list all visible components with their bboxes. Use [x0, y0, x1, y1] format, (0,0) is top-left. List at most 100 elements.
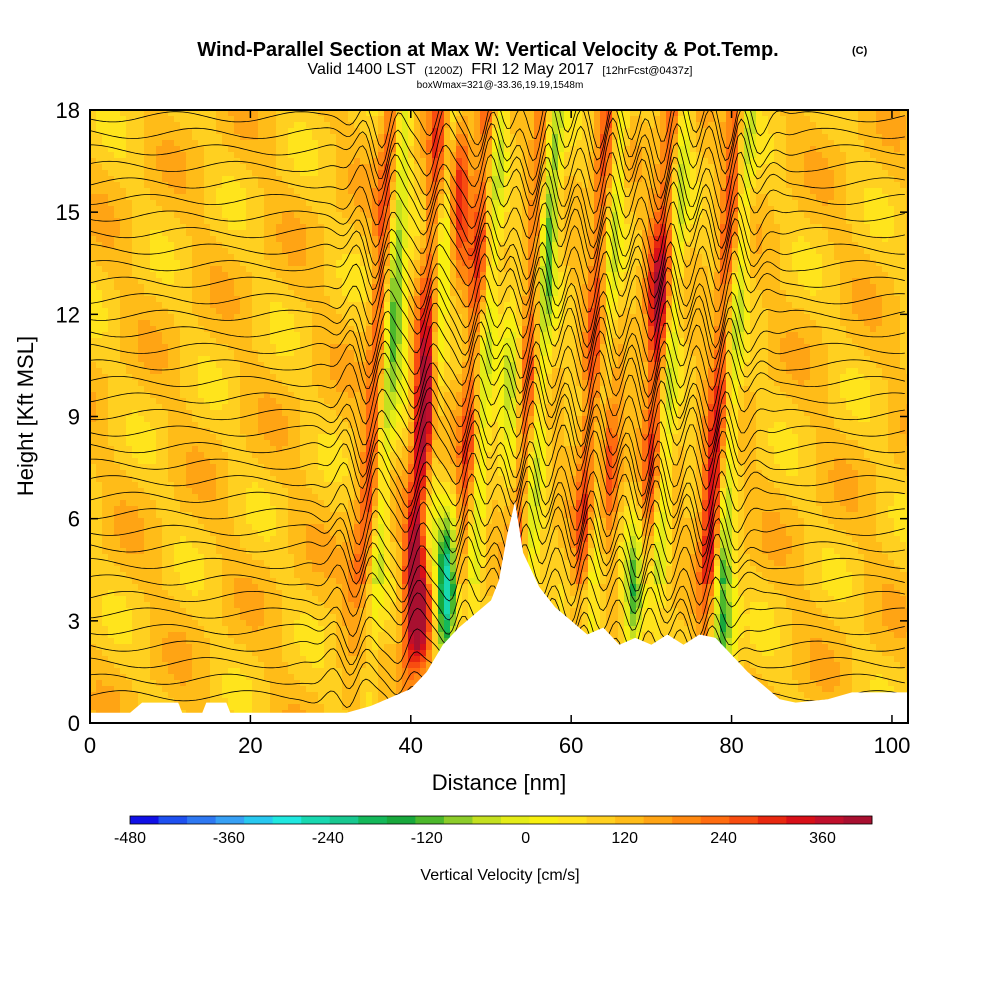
velocity-cell [252, 614, 259, 621]
velocity-cell [210, 326, 217, 333]
velocity-cell [270, 512, 277, 519]
velocity-cell [252, 638, 259, 645]
velocity-cell [156, 296, 163, 303]
velocity-cell [246, 410, 253, 417]
velocity-cell [180, 458, 187, 465]
velocity-cell [174, 320, 181, 327]
velocity-cell [354, 500, 361, 507]
velocity-cell [288, 116, 295, 123]
velocity-cell [324, 332, 331, 339]
velocity-cell [180, 236, 187, 243]
velocity-cell [192, 590, 199, 597]
velocity-cell [288, 350, 295, 357]
velocity-cell [252, 572, 259, 579]
velocity-cell [378, 290, 385, 297]
velocity-cell [336, 266, 343, 273]
velocity-cell [270, 218, 277, 225]
velocity-cell [288, 320, 295, 327]
velocity-cell [162, 302, 169, 309]
velocity-cell [312, 638, 319, 645]
velocity-cell [246, 290, 253, 297]
velocity-cell [90, 290, 97, 297]
velocity-cell [306, 620, 313, 627]
velocity-cell [336, 482, 343, 489]
velocity-cell [324, 608, 331, 615]
velocity-cell [258, 518, 265, 525]
velocity-cell [318, 332, 325, 339]
velocity-cell [180, 224, 187, 231]
velocity-cell [144, 638, 151, 645]
velocity-cell [180, 278, 187, 285]
velocity-cell [258, 548, 265, 555]
velocity-cell [204, 470, 211, 477]
velocity-cell [324, 116, 331, 123]
velocity-cell [162, 362, 169, 369]
velocity-cell [336, 314, 343, 321]
velocity-cell [270, 260, 277, 267]
velocity-cell [354, 290, 361, 297]
velocity-cell [180, 554, 187, 561]
velocity-cell [366, 422, 373, 429]
velocity-cell [234, 680, 241, 687]
velocity-cell [372, 482, 379, 489]
velocity-cell [324, 530, 331, 537]
velocity-cell [234, 512, 241, 519]
velocity-cell [90, 140, 97, 147]
velocity-cell [174, 512, 181, 519]
velocity-cell [288, 572, 295, 579]
velocity-cell [144, 254, 151, 261]
velocity-cell [240, 428, 247, 435]
velocity-cell [144, 602, 151, 609]
velocity-cell [132, 344, 139, 351]
velocity-cell [138, 602, 145, 609]
velocity-cell [312, 608, 319, 615]
velocity-cell [168, 572, 175, 579]
velocity-cell [276, 602, 283, 609]
velocity-cell [180, 602, 187, 609]
velocity-cell [204, 314, 211, 321]
velocity-cell [216, 260, 223, 267]
velocity-cell [192, 110, 199, 117]
velocity-cell [258, 200, 265, 207]
velocity-cell [372, 122, 379, 129]
velocity-cell [114, 578, 121, 585]
velocity-cell [330, 236, 337, 243]
velocity-cell [126, 182, 133, 189]
velocity-cell [306, 536, 313, 543]
velocity-cell [324, 578, 331, 585]
velocity-cell [318, 482, 325, 489]
velocity-cell [204, 308, 211, 315]
velocity-cell [288, 470, 295, 477]
velocity-cell [300, 278, 307, 285]
velocity-cell [162, 464, 169, 471]
velocity-cell [192, 458, 199, 465]
velocity-cell [372, 206, 379, 213]
velocity-cell [150, 170, 157, 177]
velocity-cell [186, 626, 193, 633]
velocity-cell [126, 692, 133, 699]
velocity-cell [246, 650, 253, 657]
velocity-cell [276, 302, 283, 309]
velocity-cell [282, 470, 289, 477]
velocity-cell [156, 380, 163, 387]
velocity-cell [168, 494, 175, 501]
velocity-cell [234, 350, 241, 357]
velocity-cell [276, 224, 283, 231]
velocity-cell [180, 308, 187, 315]
velocity-cell [288, 386, 295, 393]
velocity-cell [222, 686, 229, 693]
velocity-cell [342, 368, 349, 375]
velocity-cell [336, 500, 343, 507]
velocity-cell [216, 680, 223, 687]
velocity-cell [312, 284, 319, 291]
velocity-cell [192, 476, 199, 483]
velocity-cell [168, 500, 175, 507]
velocity-cell [366, 494, 373, 501]
velocity-cell [306, 512, 313, 519]
velocity-cell [342, 308, 349, 315]
velocity-cell [138, 590, 145, 597]
velocity-cell [234, 410, 241, 417]
velocity-cell [366, 572, 373, 579]
velocity-cell [132, 362, 139, 369]
velocity-cell [312, 548, 319, 555]
